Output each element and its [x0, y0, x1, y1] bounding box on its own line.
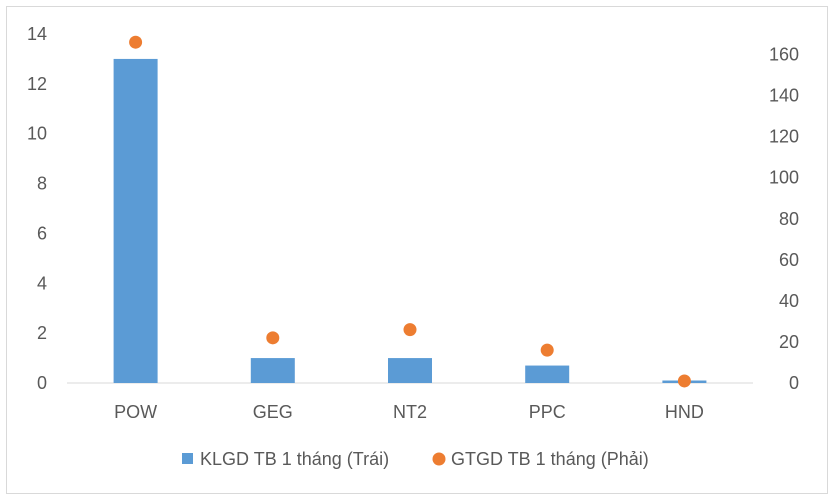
category-label: GEG	[253, 402, 293, 422]
right-tick-label: 100	[769, 168, 799, 188]
legend-label: KLGD TB 1 tháng (Trái)	[200, 449, 389, 469]
legend-swatch-dot	[432, 452, 446, 466]
right-tick-label: 80	[779, 209, 799, 229]
chart: 0 2 4 6 8 10 12 14 0 20 40 60 80 100 120 140 160 POW GEG…	[27, 24, 799, 469]
category-label: HND	[665, 402, 704, 422]
bar	[113, 58, 158, 384]
left-tick-label: 12	[27, 74, 47, 94]
bar	[525, 365, 570, 383]
dot-series	[129, 35, 691, 388]
data-point	[266, 331, 280, 345]
category-label: POW	[114, 402, 157, 422]
data-point	[129, 35, 143, 49]
left-tick-label: 6	[37, 223, 47, 243]
left-tick-label: 8	[37, 174, 47, 194]
data-point	[403, 323, 417, 337]
legend: KLGD TB 1 tháng (Trái) GTGD TB 1 tháng (P…	[182, 449, 649, 469]
data-point	[540, 343, 554, 357]
bar-series	[113, 58, 707, 384]
left-axis: 0 2 4 6 8 10 12 14	[27, 24, 47, 393]
left-tick-label: 0	[37, 373, 47, 393]
right-tick-label: 60	[779, 250, 799, 270]
category-labels: POW GEG NT2 PPC HND	[114, 402, 704, 422]
right-tick-label: 20	[779, 332, 799, 352]
chart-frame: 0 2 4 6 8 10 12 14 0 20 40 60 80 100 120 140 160 POW GEG…	[6, 6, 828, 494]
category-label: NT2	[393, 402, 427, 422]
right-tick-label: 160	[769, 45, 799, 65]
bar	[388, 358, 432, 383]
right-tick-label: 0	[789, 373, 799, 393]
left-tick-label: 2	[37, 323, 47, 343]
right-tick-label: 140	[769, 86, 799, 106]
left-tick-label: 14	[27, 24, 47, 44]
right-tick-label: 40	[779, 291, 799, 311]
legend-label: GTGD TB 1 tháng (Phải)	[451, 449, 649, 469]
bar	[250, 358, 295, 383]
right-tick-label: 120	[769, 127, 799, 147]
data-point	[677, 374, 691, 388]
left-tick-label: 4	[37, 273, 47, 293]
category-label: PPC	[529, 402, 566, 422]
left-tick-label: 10	[27, 124, 47, 144]
right-axis: 0 20 40 60 80 100 120 140 160	[769, 45, 799, 393]
legend-swatch-bar	[182, 453, 193, 464]
